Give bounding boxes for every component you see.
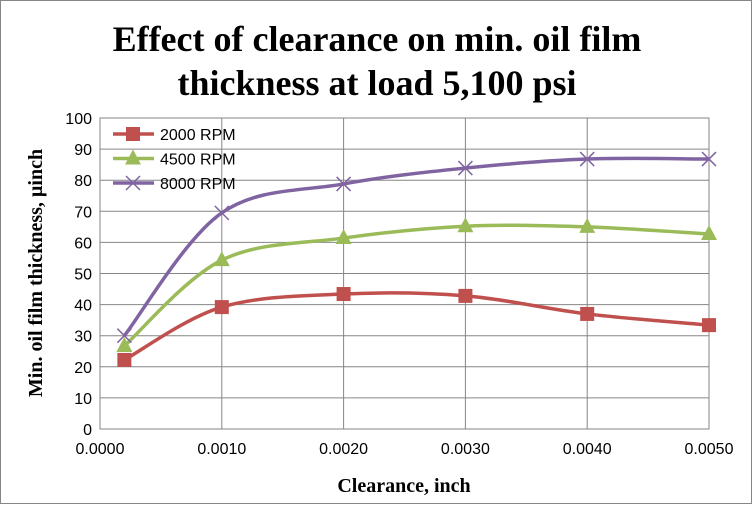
triangle-marker <box>116 336 133 352</box>
square-marker <box>336 287 351 302</box>
y-tick-label: 80 <box>74 173 92 190</box>
x-marker <box>214 205 230 221</box>
legend-label: 4500 RPM <box>160 152 236 169</box>
series-line <box>123 291 710 362</box>
series-8000-rpm <box>116 151 717 344</box>
square-marker <box>580 306 595 321</box>
y-tick-label: 70 <box>74 204 92 221</box>
x-marker <box>701 151 717 167</box>
y-tick-label: 0 <box>83 422 92 439</box>
series-4500-rpm <box>116 217 717 352</box>
x-marker <box>125 175 141 191</box>
y-axis-label: Min. oil film thickness, µinch <box>25 149 47 397</box>
y-tick-label: 90 <box>74 142 92 159</box>
square-marker <box>702 318 716 333</box>
series-line <box>123 223 710 348</box>
chart-title-line-1: Effect of clearance on min. oil film <box>112 19 642 59</box>
legend-label: 8000 RPM <box>160 176 236 193</box>
triangle-marker <box>457 217 474 233</box>
x-axis-label: Clearance, inch <box>337 475 470 497</box>
series-2000-rpm <box>117 287 716 367</box>
x-marker <box>457 160 473 176</box>
x-marker <box>579 151 595 167</box>
triangle-marker <box>579 217 596 233</box>
square-marker <box>117 352 132 367</box>
x-tick-label: 0.0000 <box>76 441 125 458</box>
x-tick-label: 0.0040 <box>563 441 612 458</box>
series-line <box>122 156 710 337</box>
y-tick-label: 40 <box>74 298 92 315</box>
chart-title-line-2: thickness at load 5,100 psi <box>177 63 577 103</box>
x-tick-label: 0.0010 <box>197 441 246 458</box>
y-tick-label: 20 <box>74 360 92 377</box>
x-tick-label: 0.0050 <box>685 441 734 458</box>
triangle-marker <box>125 149 141 165</box>
square-marker <box>458 288 473 303</box>
triangle-marker <box>335 229 352 245</box>
triangle-marker <box>701 225 717 241</box>
x-tick-label: 0.0020 <box>319 441 368 458</box>
plot-area-border <box>99 117 710 430</box>
x-tick-label: 0.0030 <box>441 441 490 458</box>
y-tick-label: 30 <box>74 329 92 346</box>
x-marker <box>336 176 352 192</box>
y-tick-label: 50 <box>74 267 92 284</box>
square-marker <box>214 300 229 315</box>
y-tick-label: 100 <box>65 111 92 128</box>
legend-label: 2000 RPM <box>160 127 236 144</box>
y-tick-label: 10 <box>74 391 92 408</box>
y-tick-label: 60 <box>74 235 92 252</box>
square-marker <box>126 127 140 141</box>
x-marker <box>116 328 132 344</box>
triangle-marker <box>213 251 230 267</box>
